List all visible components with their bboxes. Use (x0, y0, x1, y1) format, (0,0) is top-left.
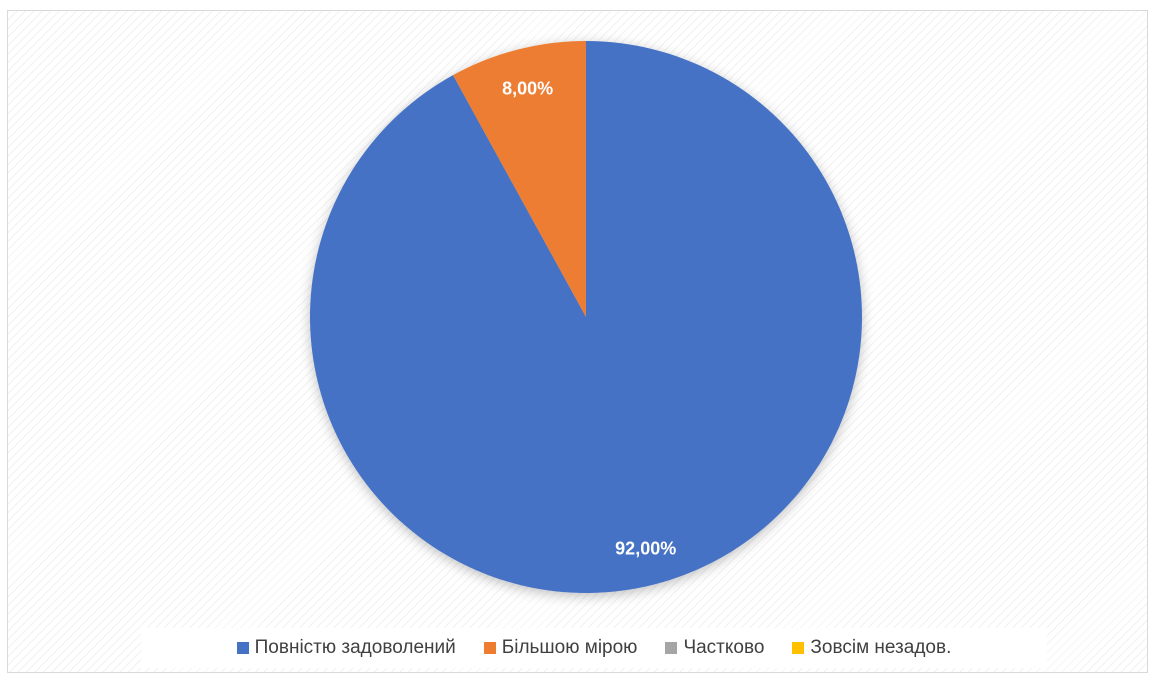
legend-swatch (237, 642, 249, 654)
legend-item[interactable]: Зовсім незадов. (792, 637, 951, 659)
legend-swatch (665, 642, 677, 654)
legend-swatch (484, 642, 496, 654)
legend-label: Повністю задоволений (255, 637, 456, 659)
legend-label: Зовсім незадов. (810, 637, 951, 659)
legend-item[interactable]: Повністю задоволений (237, 637, 456, 659)
legend-label: Більшою мірою (502, 637, 638, 659)
pie-chart: 92,00% 8,00% (8, 11, 1149, 674)
legend: Повністю задоволений Більшою мірою Частк… (141, 628, 1047, 668)
legend-label: Частково (683, 637, 764, 659)
legend-item[interactable]: Частково (665, 637, 764, 659)
legend-swatch (792, 642, 804, 654)
data-label: 92,00% (615, 538, 676, 558)
pie-slices (310, 41, 862, 593)
legend-item[interactable]: Більшою мірою (484, 637, 638, 659)
chart-area: 92,00% 8,00% Повністю задоволений Більшою… (7, 10, 1148, 673)
pie-slice[interactable] (310, 41, 862, 593)
data-label: 8,00% (502, 79, 553, 99)
